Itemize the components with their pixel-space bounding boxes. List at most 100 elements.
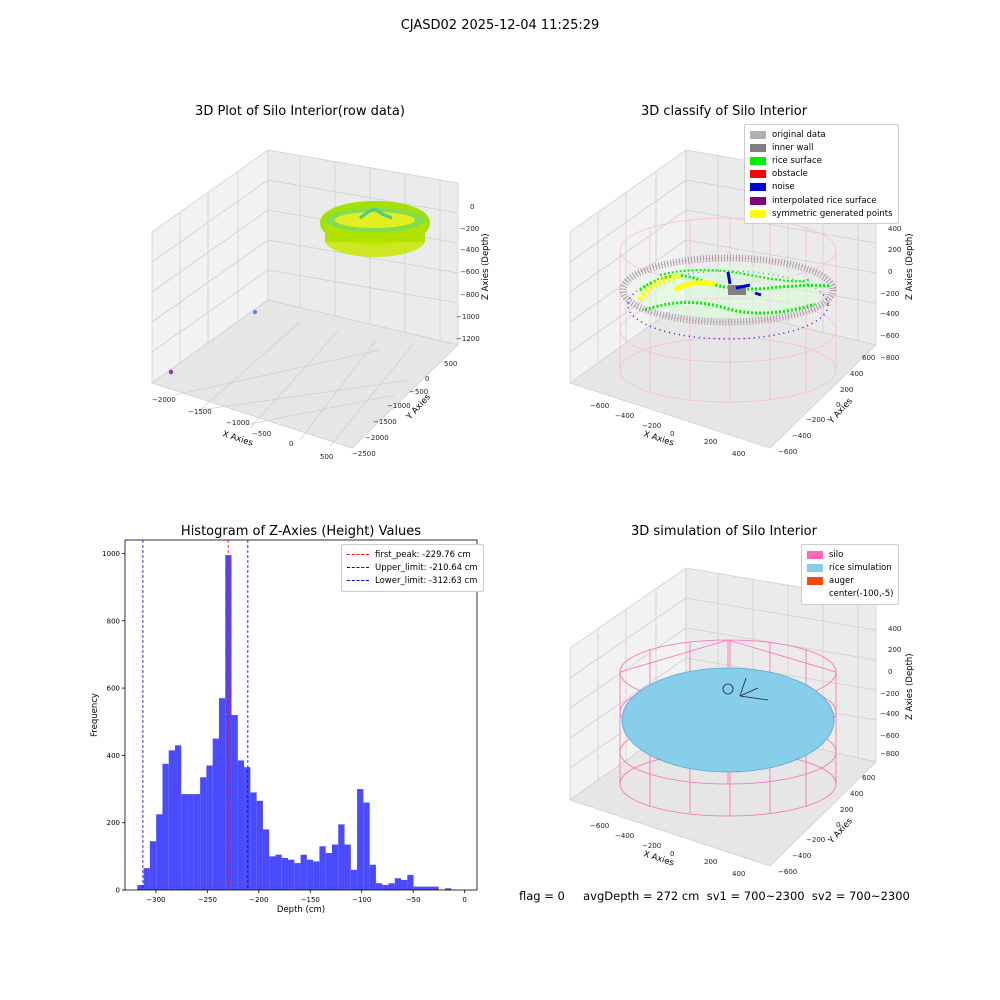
- histogram-bar: [357, 789, 364, 890]
- p2-ytick: 600: [862, 354, 875, 362]
- histogram-x-tick-label: −100: [352, 896, 371, 904]
- legend-swatch: [807, 563, 823, 572]
- p4-xtick: 400: [732, 870, 745, 878]
- p2-ytick: 0: [836, 401, 840, 409]
- p2-ytick: −600: [778, 448, 797, 456]
- histogram-bar: [275, 854, 282, 890]
- p4-ztick: −200: [880, 690, 899, 698]
- panel2-legend: original data inner wall rice surface ob…: [744, 124, 899, 225]
- p1-xtick: −2000: [152, 396, 176, 404]
- histogram-y-tick-label: 800: [107, 617, 120, 625]
- panel4-rice-surface: [621, 667, 835, 773]
- legend-item: original data: [750, 128, 893, 141]
- histogram-bar: [212, 738, 219, 890]
- legend-swatch: [750, 156, 766, 165]
- p4-ztick: 200: [888, 646, 901, 654]
- panel1-floor-pane: [151, 299, 459, 449]
- p1-ytick: 500: [444, 360, 457, 368]
- p2-xtick: 400: [732, 450, 745, 458]
- legend-swatch: [750, 143, 766, 152]
- legend-line: [347, 554, 369, 556]
- histogram-bar: [175, 745, 182, 890]
- histogram-legend: first_peak: -229.76 cm Upper_limit: -210…: [341, 544, 484, 592]
- panel1-silo-points: [320, 201, 430, 257]
- p4-zlabel: Z Axies (Depth): [905, 653, 915, 720]
- histogram-bar: [432, 886, 439, 890]
- p1-ztick: 0: [470, 203, 474, 211]
- legend-swatch: [807, 590, 823, 598]
- histogram-bar: [181, 794, 188, 890]
- p1-ztick: −800: [460, 291, 479, 299]
- legend-swatch: [750, 170, 766, 179]
- p4-xtick: −600: [590, 822, 609, 830]
- p2-ztick: 400: [888, 225, 901, 233]
- p4-xtick: −400: [615, 832, 634, 840]
- legend-line: [347, 567, 369, 569]
- p4-ztick: 0: [888, 668, 892, 676]
- legend-item: Lower_limit: -312.63 cm: [347, 574, 478, 587]
- panel4-title: 3D simulation of Silo Interior: [631, 524, 817, 539]
- p2-ylabel: Y Axies: [826, 396, 855, 427]
- histogram-ylabel: Frequency: [90, 693, 100, 737]
- histogram-bar: [319, 846, 326, 890]
- histogram-x-ticks: −300 −250 −200 −150 −100 −50 0: [146, 890, 467, 904]
- histogram-bar: [218, 698, 226, 890]
- legend-item: rice simulation: [807, 561, 893, 574]
- histogram-bar: [149, 841, 157, 890]
- p4-ytick: −400: [792, 852, 811, 860]
- p2-ztick: −400: [880, 310, 899, 318]
- histogram-bar: [231, 715, 238, 890]
- legend-item: symmetric generated points: [750, 207, 893, 220]
- p1-ztick: −400: [460, 246, 479, 254]
- histogram-x-tick-label: −150: [301, 896, 320, 904]
- panel2-point-cloud: [619, 254, 837, 340]
- p2-xtick: −200: [642, 422, 661, 430]
- figure-title: CJASD02 2025-12-04 11:25:29: [400, 18, 600, 33]
- histogram-bar: [444, 888, 452, 890]
- p1-ytick: −2500: [352, 450, 376, 458]
- histogram-x-tick-label: −250: [198, 896, 217, 904]
- histogram-bar: [419, 886, 427, 890]
- histogram-bar: [143, 868, 150, 890]
- legend-item: center(-100,-5): [807, 588, 893, 601]
- panel4-3d-plot: −600 −400 −200 0 200 400 600 400 200 0 −…: [569, 567, 915, 878]
- p2-ztick: 0: [888, 268, 892, 276]
- p2-ytick: −200: [806, 416, 825, 424]
- histogram-bar: [338, 824, 345, 890]
- histogram-x-tick-label: −200: [249, 896, 268, 904]
- histogram-bar: [294, 863, 301, 890]
- histogram-y-ticks: 0 200 400 600 800 1000: [102, 550, 125, 895]
- p4-ztick: −800: [880, 750, 899, 758]
- legend-swatch: [750, 130, 766, 139]
- histogram-bar: [388, 883, 395, 890]
- histogram-bar: [413, 886, 420, 890]
- histogram-bar: [331, 844, 339, 890]
- panel1-outlier-point: [168, 369, 174, 375]
- panel1-title: 3D Plot of Silo Interior(row data): [195, 104, 405, 119]
- histogram-bar: [250, 792, 257, 890]
- histogram-frame: [124, 539, 478, 891]
- histogram-y-tick-label: 1000: [102, 550, 120, 558]
- p4-xtick: 0: [670, 850, 674, 858]
- legend-item: interpolated rice surface: [750, 194, 893, 207]
- histogram-bar: [187, 794, 194, 890]
- histogram-bar: [193, 794, 201, 890]
- p4-ztick: −400: [880, 710, 899, 718]
- histogram-bar: [363, 802, 370, 890]
- histogram-bar: [137, 884, 144, 890]
- p1-xtick: 500: [320, 453, 333, 461]
- p1-xtick: −500: [252, 430, 271, 438]
- p4-xtick: −200: [642, 842, 661, 850]
- legend-line: [347, 580, 369, 582]
- histogram-x-tick-label: −50: [406, 896, 421, 904]
- histogram-bar: [206, 765, 213, 890]
- histogram-bar: [382, 884, 389, 890]
- histogram-bar: [168, 750, 176, 890]
- panel1-axes-box: [151, 149, 459, 449]
- p1-xlabel: X Axies: [221, 429, 254, 448]
- histogram-bar: [156, 814, 163, 890]
- p1-zlabel: Z Axies (Depth): [481, 233, 491, 300]
- histogram-bar: [256, 800, 263, 890]
- p1-ytick: −1500: [373, 418, 397, 426]
- p2-ytick: 200: [840, 386, 853, 394]
